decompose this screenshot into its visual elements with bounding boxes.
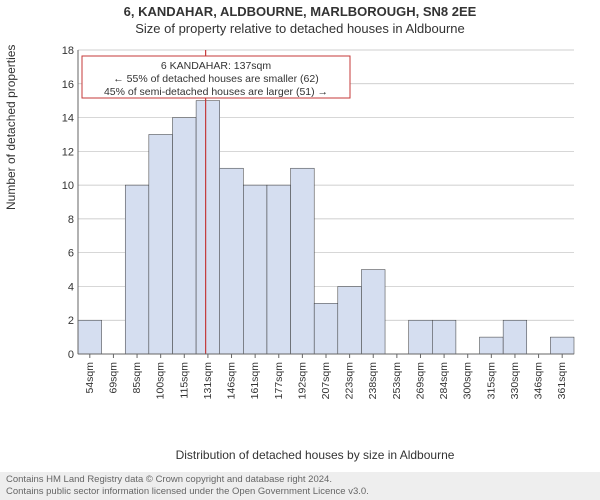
x-tick-label: 100sqm [155,362,167,400]
x-tick-label: 161sqm [249,362,261,400]
histogram-bar [409,320,433,354]
annotation-line-3: 45% of semi-detached houses are larger (… [104,86,328,98]
x-axis-label: Distribution of detached houses by size … [50,448,580,462]
x-tick-label: 253sqm [391,362,403,400]
x-tick-label: 85sqm [131,362,143,394]
histogram-bar [480,337,504,354]
histogram-bar [172,118,196,354]
title-line-2: Size of property relative to detached ho… [0,21,600,36]
x-tick-label: 238sqm [367,362,379,400]
histogram-bar [125,185,149,354]
x-tick-label: 69sqm [107,362,119,394]
footer-line-1: Contains HM Land Registry data © Crown c… [6,474,594,486]
histogram-bar [78,320,102,354]
x-tick-label: 146sqm [226,362,238,400]
x-tick-label: 192sqm [296,362,308,400]
title-line-1: 6, KANDAHAR, ALDBOURNE, MARLBOROUGH, SN8… [0,4,600,19]
histogram-bar [291,168,315,354]
x-tick-label: 207sqm [320,362,332,400]
plot-area: 0 2 4 6 8 10 12 14 16 18 54sqm 69sqm 85sqm 100sqm 115s… [50,44,580,414]
histogram-svg: 0 2 4 6 8 10 12 14 16 18 54sqm 69sqm 85sqm 100sqm 115s… [50,44,580,414]
annotation-line-1: 6 KANDAHAR: 137sqm [161,60,272,72]
footer: Contains HM Land Registry data © Crown c… [0,472,600,500]
histogram-bar [503,320,527,354]
svg-text:4: 4 [68,281,74,293]
histogram-bar [432,320,456,354]
svg-text:6: 6 [68,248,74,260]
annotation-line-2: ← 55% of detached houses are smaller (62… [113,73,318,85]
histogram-bar [550,337,574,354]
svg-text:18: 18 [62,45,74,57]
x-tick-label: 131sqm [202,362,214,400]
svg-text:14: 14 [62,113,74,125]
svg-text:0: 0 [68,349,74,361]
x-tick-label: 330sqm [509,362,521,400]
histogram-bar [361,270,385,354]
histogram-bar [243,185,267,354]
x-tick-label: 177sqm [273,362,285,400]
x-tick-label: 269sqm [414,362,426,400]
y-axis-label: Number of detached properties [4,45,18,210]
chart-container: 6, KANDAHAR, ALDBOURNE, MARLBOROUGH, SN8… [0,0,600,500]
histogram-bar [149,134,173,354]
histogram-bar [314,303,338,354]
histogram-bar [196,101,220,354]
x-tick-label: 284sqm [438,362,450,400]
svg-text:10: 10 [62,180,74,192]
svg-text:2: 2 [68,315,74,327]
x-tick-label: 361sqm [556,362,568,400]
x-tick-label: 115sqm [178,362,190,399]
svg-text:8: 8 [68,214,74,226]
histogram-bar [338,286,362,354]
x-tick-label: 315sqm [485,362,497,400]
svg-text:12: 12 [62,146,74,158]
footer-line-2: Contains public sector information licen… [6,486,594,498]
histogram-bar [267,185,291,354]
x-tick-label: 346sqm [533,362,545,400]
x-tick-label: 300sqm [462,362,474,400]
x-tick-label: 54sqm [84,362,96,394]
histogram-bar [220,168,244,354]
header: 6, KANDAHAR, ALDBOURNE, MARLBOROUGH, SN8… [0,0,600,36]
svg-text:16: 16 [62,79,74,91]
x-tick-label: 223sqm [344,362,356,400]
